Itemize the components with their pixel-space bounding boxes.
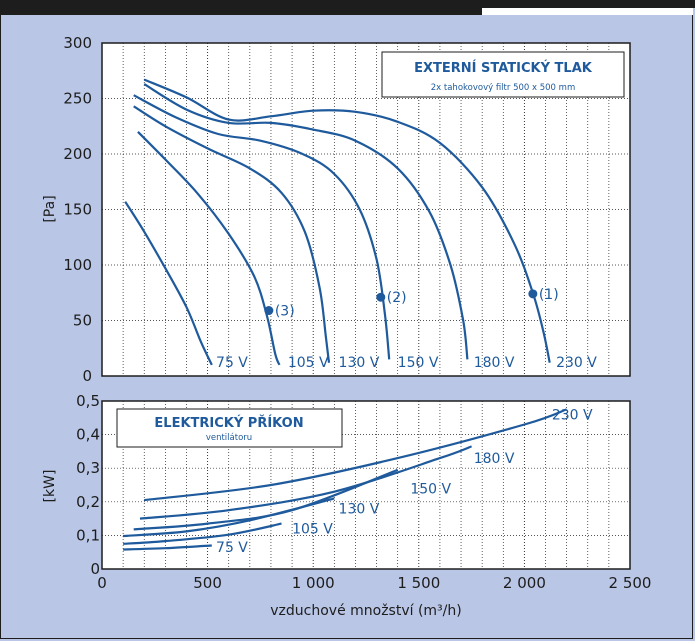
power-x-ticks: 0 500 1 000 1 500 2 000 2 500	[97, 574, 651, 592]
voltage-label: 130 V	[339, 355, 380, 371]
y-tick-label: 150	[63, 201, 92, 219]
pressure-panel: (1) (2) (3) 0 50 100 150 200 250 300 75 V 105 V 13…	[42, 34, 631, 385]
header-bar	[0, 0, 482, 15]
power-y-axis-label: [kW]	[42, 470, 58, 503]
x-tick-label: 1 500	[397, 574, 440, 592]
power-y-ticks: 0 0,1 0,2 0,3 0,4 0,5	[76, 392, 100, 578]
voltage-label: 180 V	[474, 451, 515, 467]
y-tick-label: 50	[73, 312, 92, 330]
operating-point-label: (1)	[539, 287, 559, 303]
operating-point-marker	[376, 292, 386, 302]
y-tick-label: 250	[63, 90, 92, 108]
y-tick-label: 0	[82, 367, 92, 385]
pressure-title-box	[381, 51, 625, 98]
pressure-series	[124, 78, 551, 366]
y-tick-label: 100	[63, 256, 92, 274]
power-voltage-labels: 75 V 105 V 130 V 150 V 180 V 230 V	[216, 407, 593, 556]
voltage-label: 150 V	[398, 355, 439, 371]
voltage-label: 180 V	[474, 355, 515, 371]
x-tick-label: 0	[97, 574, 107, 592]
voltage-label: 230 V	[556, 355, 597, 371]
voltage-label: 75 V	[216, 355, 248, 371]
pressure-curve-105V	[137, 131, 281, 366]
x-tick-label: 500	[193, 574, 222, 592]
y-tick-label: 0,5	[76, 392, 100, 410]
y-tick-label: 0	[90, 560, 100, 578]
voltage-label: 105 V	[288, 355, 329, 371]
power-curve-150V	[133, 468, 399, 531]
voltage-label: 230 V	[552, 407, 593, 423]
x-tick-label: 2 500	[609, 574, 652, 592]
x-axis-label: vzduchové množství (m³/h)	[270, 603, 461, 619]
operating-point-label: (2)	[387, 290, 407, 306]
power-curve-230V	[144, 408, 567, 502]
operating-point-marker	[528, 289, 538, 299]
pressure-curve-130V	[133, 105, 331, 363]
power-series	[123, 408, 567, 551]
header-strip	[482, 0, 695, 8]
power-title: ELEKTRICKÝ PŘÍKON	[154, 415, 303, 431]
y-tick-label: 0,2	[76, 493, 100, 511]
header-gap	[482, 8, 693, 15]
voltage-label: 75 V	[216, 540, 248, 556]
pressure-subtitle: 2x tahokovový filtr 500 x 500 mm	[431, 83, 575, 93]
pressure-markers: (1) (2) (3)	[264, 287, 559, 320]
x-tick-label: 2 000	[503, 574, 546, 592]
power-curve-105V	[123, 522, 282, 545]
pressure-curve-150V	[133, 94, 391, 360]
pressure-title: EXTERNÍ STATICKÝ TLAK	[414, 60, 593, 76]
voltage-label: 130 V	[339, 502, 380, 518]
pressure-voltage-labels: 75 V 105 V 130 V 150 V 180 V 230 V	[216, 355, 597, 371]
voltage-label: 105 V	[292, 522, 333, 538]
voltage-label: 150 V	[410, 481, 451, 497]
power-panel: 0 0,1 0,2 0,3 0,4 0,5 0 500 1 000 1 500 2 000 2 50…	[42, 392, 651, 619]
power-title-box	[116, 408, 343, 448]
operating-point-marker	[264, 306, 274, 316]
y-tick-label: 300	[63, 34, 92, 52]
y-tick-label: 200	[63, 145, 92, 163]
power-subtitle: ventilátoru	[206, 433, 252, 443]
y-tick-label: 0,4	[76, 426, 100, 444]
pressure-curve-75V	[124, 201, 213, 366]
power-curve-75V	[123, 544, 212, 551]
operating-point-label: (3)	[275, 304, 295, 320]
x-tick-label: 1 000	[292, 574, 335, 592]
y-tick-label: 0,1	[76, 526, 100, 544]
power-curve-180V	[139, 445, 472, 520]
pressure-y-ticks: 0 50 100 150 200 250 300	[63, 34, 92, 385]
pressure-curve-180V	[143, 83, 469, 360]
y-tick-label: 0,3	[76, 459, 100, 477]
pressure-y-axis-label: [Pa]	[42, 195, 58, 222]
